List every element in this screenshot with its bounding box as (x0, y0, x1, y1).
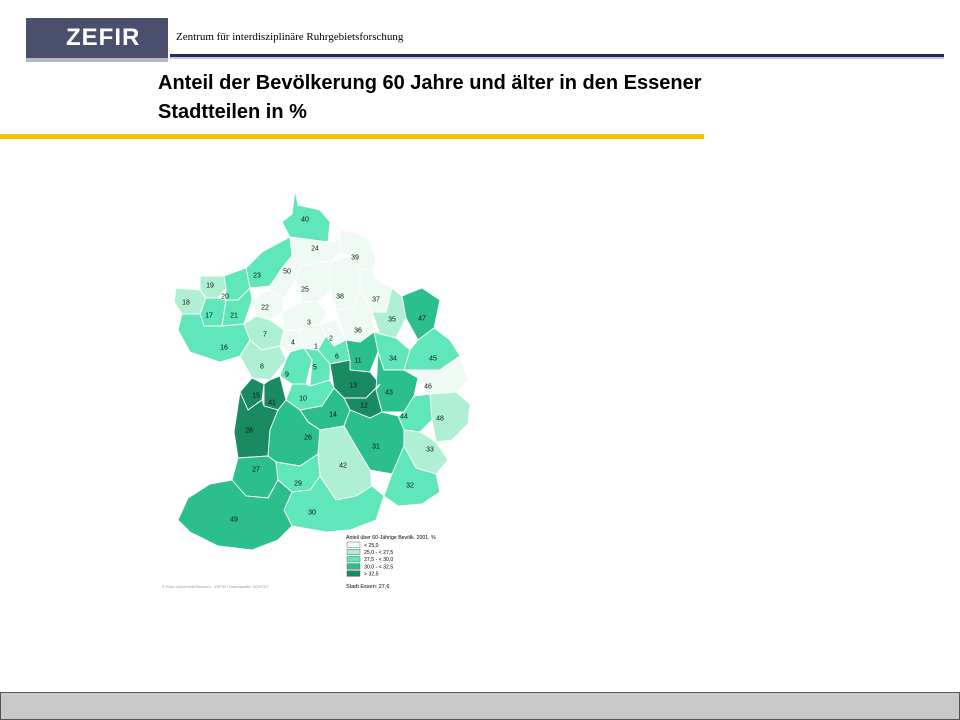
district-label-33: 33 (426, 447, 434, 454)
district-label-3: 3 (307, 320, 311, 327)
source-note: © Ruhr-Universität Bochum - ZEFIR / Date… (162, 584, 269, 589)
logo-shadow (26, 58, 168, 62)
district-label-8: 8 (260, 364, 264, 371)
district-8 (239, 339, 287, 381)
district-label-46: 46 (424, 384, 432, 391)
map-legend: Anteil über 60-Jährige Bevölk. 2001, % <… (346, 535, 436, 590)
district-label-28: 28 (245, 428, 253, 435)
legend-label-4: 30,0 - < 32,5 (364, 564, 393, 570)
district-label-31: 31 (372, 444, 380, 451)
district-label-49: 49 (230, 517, 238, 524)
district-label-19: 19 (206, 283, 214, 290)
district-label-39: 39 (351, 255, 359, 262)
legend-swatch-2 (346, 549, 361, 556)
slide-title-line-1: Anteil der Bevölkerung 60 Jahre und älte… (158, 72, 702, 94)
district-48 (429, 391, 470, 443)
district-label-15: 15 (252, 393, 260, 400)
district-label-27: 27 (252, 467, 260, 474)
district-label-10: 10 (299, 396, 307, 403)
organization-name: Zentrum für interdisziplinäre Ruhrgebiet… (176, 31, 404, 43)
district-label-47: 47 (418, 316, 426, 323)
legend-swatch-1 (346, 541, 361, 548)
district-32 (383, 444, 441, 507)
legend-city-value: Stadt Essen: 27,6 (346, 584, 389, 590)
district-label-26: 26 (304, 435, 312, 442)
district-label-12: 12 (360, 403, 368, 410)
district-label-45: 45 (429, 356, 437, 363)
district-label-7: 7 (263, 332, 267, 339)
legend-swatch-3 (346, 556, 361, 563)
legend-swatch-4 (346, 563, 361, 570)
district-label-32: 32 (406, 483, 414, 490)
district-label-41: 41 (268, 400, 276, 407)
zefir-logo: ZEFIR (26, 18, 168, 58)
legend-label-5: > 32,5 (364, 572, 379, 578)
district-label-25: 25 (301, 287, 309, 294)
district-label-35: 35 (388, 317, 396, 324)
district-label-5: 5 (313, 365, 317, 372)
district-label-40: 40 (301, 217, 309, 224)
slide-title-line-2: Stadtteilen in % (158, 101, 307, 123)
district-label-17: 17 (205, 313, 213, 320)
district-label-22: 22 (261, 305, 269, 312)
header-rule (170, 54, 944, 57)
district-label-4: 4 (291, 340, 295, 347)
district-25 (295, 261, 331, 303)
district-label-44: 44 (400, 414, 408, 421)
legend-title: Anteil über 60-Jährige Bevölk. 2001, % (346, 535, 436, 541)
legend-swatch-5 (346, 570, 361, 577)
slide-title: Anteil der Bevölkerung 60 Jahre und älte… (158, 69, 918, 127)
district-label-29: 29 (294, 481, 302, 488)
district-label-48: 48 (436, 416, 444, 423)
district-label-30: 30 (308, 510, 316, 517)
district-label-23: 23 (253, 273, 261, 280)
district-label-11: 11 (354, 358, 361, 365)
header-rule-shadow (170, 57, 944, 59)
district-label-50: 50 (283, 269, 291, 276)
district-label-6: 6 (335, 354, 339, 361)
district-label-20: 20 (221, 294, 229, 301)
district-polygons (173, 189, 470, 551)
legend-label-1: < 25,0 (364, 543, 379, 549)
title-underline (0, 134, 704, 139)
district-label-9: 9 (285, 372, 289, 379)
district-label-37: 37 (372, 297, 380, 304)
district-label-24: 24 (311, 246, 319, 253)
district-label-38: 38 (336, 294, 344, 301)
district-label-2: 2 (329, 336, 333, 343)
footer-bar (0, 692, 960, 720)
district-label-14: 14 (329, 412, 337, 419)
district-label-43: 43 (385, 390, 393, 397)
legend-label-2: 25,0 - < 27,5 (364, 550, 393, 556)
district-label-13: 13 (349, 383, 357, 390)
legend-label-3: 27,5 - < 30,0 (364, 557, 393, 563)
district-label-21: 21 (230, 313, 238, 320)
district-label-34: 34 (389, 356, 397, 363)
district-label-1: 1 (314, 344, 318, 351)
district-label-42: 42 (339, 463, 347, 470)
district-9 (279, 347, 313, 385)
district-label-36: 36 (354, 328, 362, 335)
district-label-18: 18 (182, 300, 190, 307)
district-label-16: 16 (220, 345, 228, 352)
district-49 (177, 479, 293, 551)
